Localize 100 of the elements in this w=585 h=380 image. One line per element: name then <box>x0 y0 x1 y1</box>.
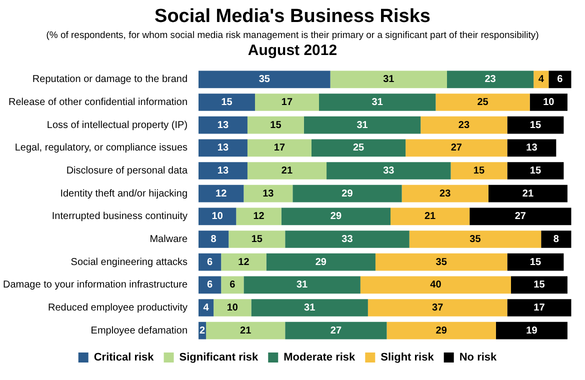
bar <box>402 184 488 202</box>
bar <box>244 184 293 202</box>
data-label: 23 <box>458 120 470 131</box>
bar <box>214 299 252 316</box>
data-label: 31 <box>304 302 316 314</box>
bar <box>292 184 402 202</box>
bar <box>206 322 286 340</box>
legend-label: Slight risk <box>380 352 435 364</box>
data-label: 6 <box>207 280 214 291</box>
data-label: 35 <box>258 74 270 86</box>
text: August 2012 <box>246 42 338 59</box>
bar <box>281 208 391 226</box>
data-label: 10 <box>212 211 224 222</box>
data-label: 12 <box>216 188 228 200</box>
bar <box>236 208 282 226</box>
data-label: 17 <box>274 142 286 154</box>
data-label: 21 <box>281 166 293 176</box>
data-label: 23 <box>484 74 496 86</box>
legend-label: No risk <box>459 352 498 364</box>
y-tick-label: Loss of intellectual property (IP) <box>46 120 188 131</box>
data-label: 2 <box>200 325 206 336</box>
data-label: 12 <box>238 256 250 268</box>
chart-title: Social Media's Business Risks <box>154 5 432 28</box>
legend-label: Moderate risk <box>284 352 356 364</box>
legend-label: Significant risk <box>179 352 260 364</box>
data-label: 13 <box>217 142 229 154</box>
bar <box>244 276 360 294</box>
data-label: 29 <box>330 211 342 222</box>
bar <box>285 230 410 248</box>
bar <box>198 70 330 88</box>
data-label: 21 <box>424 211 436 222</box>
bar <box>375 253 508 271</box>
legend-label: Critical risk <box>94 352 155 364</box>
bar <box>507 116 564 134</box>
data-label: 15 <box>270 120 282 131</box>
bar <box>496 322 568 340</box>
y-tick-label: Reduced employee productivity <box>48 302 188 314</box>
data-label: 35 <box>436 256 448 268</box>
bar <box>541 230 572 248</box>
data-label: 21 <box>240 325 252 336</box>
y-tick-label: Damage to your information infrastructure <box>2 280 188 291</box>
data-label: 37 <box>432 302 444 314</box>
bar <box>285 322 387 340</box>
bar <box>221 253 266 271</box>
data-label: 33 <box>342 234 354 245</box>
data-label: 29 <box>315 256 327 268</box>
bar <box>198 276 222 294</box>
data-label: 15 <box>473 166 485 176</box>
bar <box>198 184 244 202</box>
bar <box>198 253 222 271</box>
data-label: 8 <box>553 234 560 245</box>
data-label: 27 <box>450 142 462 154</box>
data-label: 35 <box>470 234 482 245</box>
data-label: 40 <box>430 280 442 291</box>
bar <box>247 139 312 157</box>
data-label: 27 <box>330 325 342 336</box>
data-label: 29 <box>436 325 448 336</box>
bar <box>386 322 496 340</box>
bar <box>436 94 530 111</box>
y-tick-label: Disclosure of personal data <box>66 166 188 176</box>
data-label: 6 <box>207 256 214 268</box>
data-label: 13 <box>262 188 274 200</box>
bar <box>198 162 248 180</box>
chart-subtitle: (% of respondents, for whom social media risk management is their primary or a significant part of their responsibility) <box>45 30 540 41</box>
data-label: 31 <box>383 74 395 86</box>
data-label: 25 <box>477 97 489 108</box>
bar <box>251 299 368 316</box>
bar <box>198 116 248 134</box>
data-label: 27 <box>514 211 526 222</box>
y-tick-label: Identity theft and/or hijacking <box>60 188 188 200</box>
data-label: 15 <box>530 256 542 268</box>
bar <box>450 162 508 180</box>
data-label: 31 <box>356 120 368 131</box>
bar <box>198 139 248 157</box>
bar <box>447 70 534 88</box>
bar <box>406 139 508 157</box>
data-label: 6 <box>557 74 564 86</box>
data-label: 8 <box>210 234 217 245</box>
bar <box>330 70 447 88</box>
bar <box>548 70 572 88</box>
data-label: 33 <box>383 166 395 176</box>
data-label: 15 <box>534 280 546 291</box>
bar <box>507 139 556 157</box>
data-label: 17 <box>534 302 546 314</box>
bar <box>511 276 568 294</box>
y-tick-label: Social engineering attacks <box>70 256 188 268</box>
bar <box>221 276 244 294</box>
bar <box>304 116 421 134</box>
data-label: 17 <box>281 97 293 108</box>
y-tick-label: Release of other confidential information <box>8 97 188 108</box>
bar <box>198 208 236 226</box>
bar <box>247 116 304 134</box>
data-label: 31 <box>372 97 384 108</box>
data-label: 6 <box>230 280 236 291</box>
bar <box>507 299 572 316</box>
bar <box>534 70 549 88</box>
y-tick-label: Legal, regulatory, or compliance issues <box>14 142 188 154</box>
bar <box>255 94 319 111</box>
bar <box>198 94 255 111</box>
data-label: 25 <box>352 142 365 154</box>
